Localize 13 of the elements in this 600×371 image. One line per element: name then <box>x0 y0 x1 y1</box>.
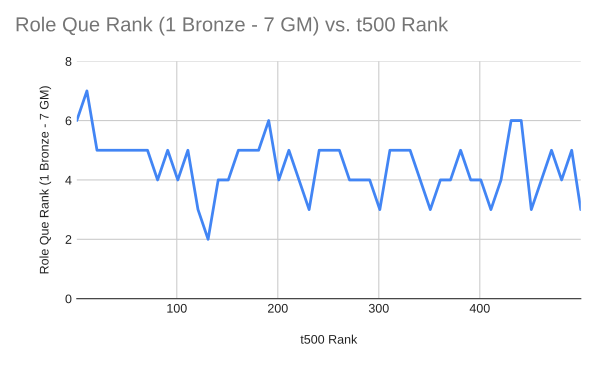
y-tick-label: 8 <box>66 57 72 66</box>
y-axis-title: Role Que Rank (1 Bronze - 7 GM) <box>39 86 52 274</box>
line-series <box>76 90 581 241</box>
y-tick-label: 0 <box>65 294 72 304</box>
x-tick-label: 100 <box>167 304 187 313</box>
x-axis-title: t500 Rank <box>300 334 358 344</box>
y-tick-label: 4 <box>65 176 72 184</box>
x-tick-label: 200 <box>268 304 288 313</box>
y-tick-label: 6 <box>66 116 72 126</box>
x-tick-label: 300 <box>368 304 389 313</box>
y-tick-label: 2 <box>66 235 72 244</box>
x-tick-label: 400 <box>470 304 490 313</box>
chart-title: Role Que Rank (1 Bronze - 7 GM) vs. t500 Rank <box>16 16 448 36</box>
